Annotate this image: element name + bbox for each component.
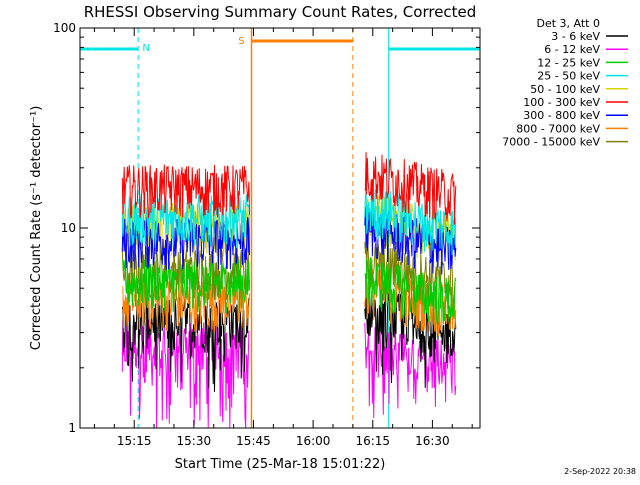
series-2-interval-1 [364,257,457,325]
series-3-interval-1 [364,186,457,258]
legend-label: 12 - 25 keV [537,56,600,69]
legend-label: 7000 - 15000 keV [502,136,600,149]
legend-label: 100 - 300 keV [523,96,600,109]
series-5-interval-0 [121,164,250,219]
plot-area: NS [79,28,481,429]
legend-header: Det 3, Att 0 [537,17,601,30]
series-1-interval-0 [121,319,250,429]
series-6-interval-0 [121,217,250,270]
y-axis-label: Corrected Count Rate (s⁻¹ detector⁻¹) [29,106,44,351]
x-axis-label: Start Time (25-Mar-18 15:01:22) [175,457,386,472]
legend-label: 6 - 12 keV [544,43,600,56]
x-tick-label: 16:30 [415,434,450,448]
legend-label: 800 - 7000 keV [516,122,600,135]
legend-label: 3 - 6 keV [551,30,600,43]
legend-label: 25 - 50 keV [537,70,600,83]
axes: 1 10 100 15:15 15:30 15:45 16:00 16:15 16:30 [53,21,481,448]
series-7-interval-0 [122,277,250,332]
x-tick-label: 15:15 [117,434,152,448]
series-2-interval-0 [121,259,250,315]
footer-date: 2-Sep-2022 20:38 [564,467,636,476]
x-tick-label: 15:45 [236,434,271,448]
legend-label: 50 - 100 keV [530,83,600,96]
y-tick-label: 1 [68,421,76,435]
chart-title: RHESSI Observing Summary Count Rates, Co… [84,3,477,21]
series-1-interval-1 [364,322,457,419]
series-8-interval-0 [121,247,250,301]
annotation-label-S: S [238,36,244,47]
series-8-interval-1 [364,239,457,310]
series-7-interval-1 [364,269,457,336]
x-tick-label: 15:30 [177,434,212,448]
legend-label: 300 - 800 keV [523,109,600,122]
y-tick-label: 10 [61,221,76,235]
x-tick-label: 16:15 [355,434,390,448]
y-tick-label: 100 [53,21,76,35]
series-3-interval-0 [121,194,250,249]
annotation-label-N: N [142,43,149,54]
series-5-interval-1 [364,152,457,225]
x-tick-label: 16:00 [296,434,331,448]
